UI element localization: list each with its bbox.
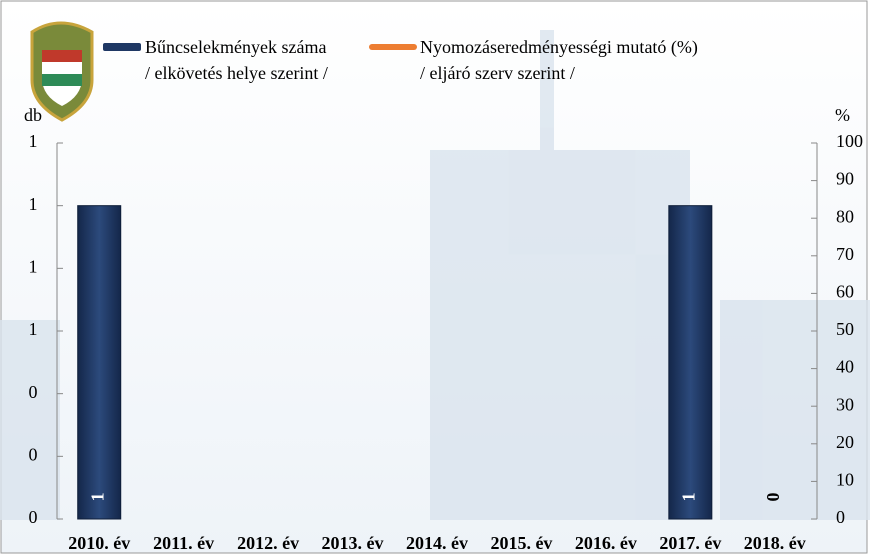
x-tick-label: 2016. év	[575, 533, 637, 553]
y2-axis-title: %	[835, 105, 850, 125]
y2-tick-label: 50	[836, 319, 854, 339]
x-tick-label: 2011. év	[153, 533, 214, 553]
chart-page: db%000111101020304050607080901002010. év…	[0, 0, 870, 555]
data-label: 1	[678, 493, 698, 502]
y-tick-label: 0	[29, 444, 38, 464]
x-tick-label: 2018. év	[744, 533, 806, 553]
x-tick-label: 2013. év	[322, 533, 384, 553]
legend-swatch	[103, 43, 141, 51]
y2-tick-label: 20	[836, 432, 854, 452]
y2-tick-label: 40	[836, 357, 854, 377]
legend-label: Bűncselekmények száma / elkövetés helye …	[145, 34, 328, 86]
x-tick-label: 2010. év	[68, 533, 130, 553]
data-label: 0	[763, 493, 783, 502]
y2-tick-label: 90	[836, 169, 854, 189]
y-tick-label: 1	[29, 256, 38, 276]
y2-tick-label: 10	[836, 470, 854, 490]
bar	[669, 206, 712, 519]
y2-tick-label: 30	[836, 394, 854, 414]
x-tick-label: 2017. év	[659, 533, 721, 553]
y-tick-label: 1	[29, 131, 38, 151]
y2-tick-label: 80	[836, 206, 854, 226]
y-tick-label: 0	[29, 382, 38, 402]
y2-tick-label: 100	[836, 131, 863, 151]
y-tick-label: 0	[29, 507, 38, 527]
y-tick-label: 1	[29, 194, 38, 214]
y2-tick-label: 60	[836, 282, 854, 302]
x-tick-label: 2014. év	[406, 533, 468, 553]
legend-label: Nyomozáseredményességi mutató (%) / eljá…	[420, 34, 698, 86]
bar	[78, 206, 121, 519]
x-tick-label: 2012. év	[237, 533, 299, 553]
x-tick-label: 2015. év	[490, 533, 552, 553]
y2-tick-label: 70	[836, 244, 854, 264]
y-tick-label: 1	[29, 319, 38, 339]
y-axis-title: db	[24, 105, 42, 125]
y2-tick-label: 0	[836, 507, 845, 527]
data-label: 1	[87, 493, 107, 502]
